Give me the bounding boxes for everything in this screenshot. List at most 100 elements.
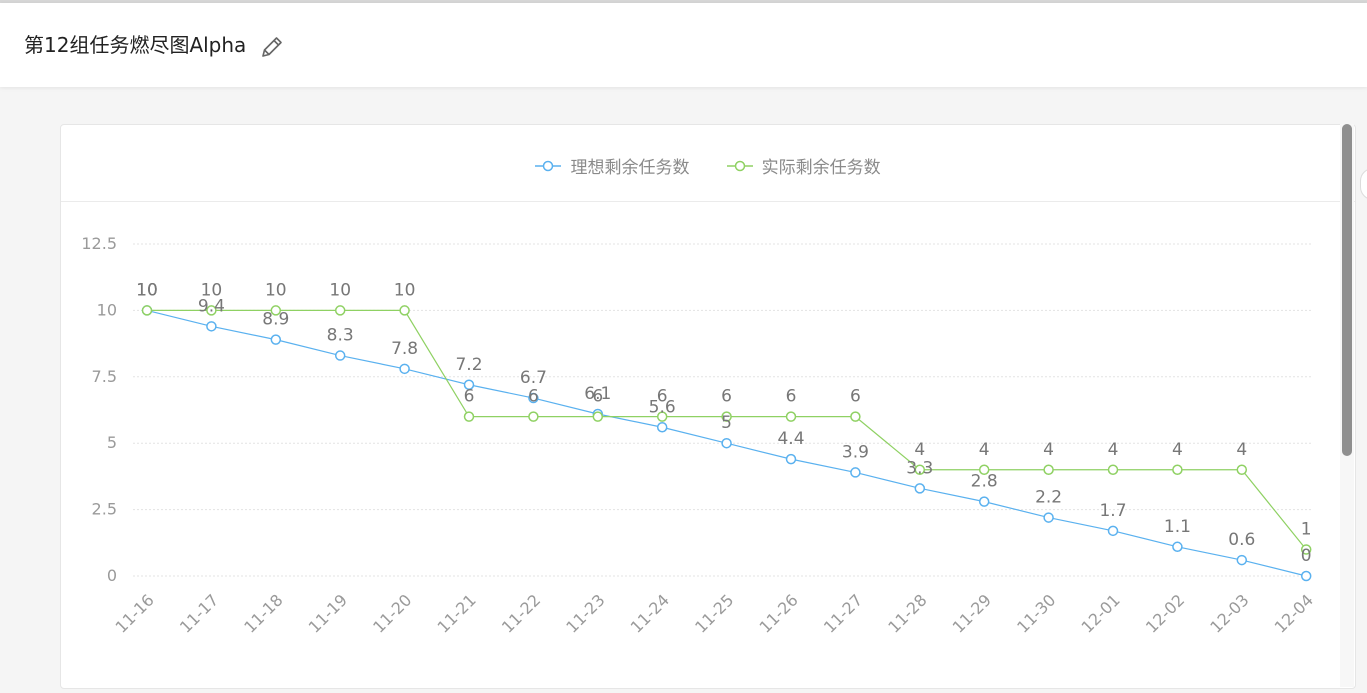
actual-data-label: 6 <box>657 387 668 407</box>
actual-data-point <box>1300 544 1312 555</box>
x-tick-label: 12-02 <box>1142 590 1188 636</box>
ideal-data-point <box>850 467 861 478</box>
ideal-data-label: 3.9 <box>842 442 869 462</box>
actual-data-label: 4 <box>914 440 925 460</box>
x-tick-label: 11-17 <box>176 590 222 636</box>
chart-card: 理想剩余任务数 实际剩余任务数 0 2.5 5 7.5 10 12.5 11-16 11-17… <box>60 124 1356 689</box>
x-tick-label: 12-01 <box>1078 590 1124 636</box>
ideal-data-point <box>785 453 797 465</box>
ideal-data-label: 10 <box>136 280 158 300</box>
actual-data-point <box>592 411 604 422</box>
x-tick-label: 11-18 <box>240 590 286 636</box>
x-tick-label: 11-22 <box>498 590 544 636</box>
actual-data-label: 6 <box>592 387 603 407</box>
actual-data-point <box>850 411 861 422</box>
chart-legend: 理想剩余任务数 实际剩余任务数 <box>61 153 1355 178</box>
actual-data-label: 6 <box>721 387 732 407</box>
ideal-data-label: 0 <box>1301 546 1312 566</box>
x-tick-label: 11-21 <box>434 590 480 636</box>
actual-data-label: 10 <box>394 280 416 300</box>
ideal-data-point <box>721 437 732 449</box>
actual-data-point <box>528 411 539 422</box>
y-tick-label: 7.5 <box>92 367 117 386</box>
actual-data-point <box>978 464 990 476</box>
ideal-data-label: 8.9 <box>262 310 289 330</box>
actual-data-point <box>914 464 926 476</box>
ideal-data-label: 1.1 <box>1164 517 1191 537</box>
top-border <box>0 0 1367 3</box>
ideal-data-point <box>463 379 475 391</box>
x-tick-label: 11-20 <box>369 590 415 636</box>
actual-data-point <box>1043 464 1054 476</box>
ideal-data-point <box>1043 512 1054 523</box>
scrollbar-thumb[interactable] <box>1342 124 1352 456</box>
ideal-data-label: 4.4 <box>777 429 804 449</box>
ideal-data-label: 5.6 <box>649 397 676 417</box>
ideal-data-label: 2.8 <box>971 472 998 492</box>
y-tick-label: 2.5 <box>92 500 117 519</box>
actual-data-label: 4 <box>1172 440 1183 460</box>
actual-data-label: 10 <box>265 280 287 300</box>
x-tick-label: 11-25 <box>691 590 737 636</box>
ideal-data-label: 1.7 <box>1099 501 1126 521</box>
y-tick-label: 12.5 <box>81 234 117 253</box>
actual-data-point <box>1107 464 1119 476</box>
ideal-data-label: 6.7 <box>520 368 547 388</box>
side-toggle-button[interactable] <box>1360 168 1367 200</box>
pencil-icon[interactable] <box>258 33 286 61</box>
ideal-data-label: 5 <box>721 413 732 433</box>
ideal-data-point <box>1107 525 1119 537</box>
actual-data-point <box>141 305 153 316</box>
y-tick-label: 0 <box>107 566 117 585</box>
x-tick-label: 11-26 <box>756 590 802 636</box>
actual-data-point <box>1172 464 1183 476</box>
x-tick-label: 11-30 <box>1013 590 1059 636</box>
actual-data-label: 10 <box>201 280 223 300</box>
ideal-data-point <box>1236 554 1248 566</box>
actual-data-label: 6 <box>528 387 539 407</box>
y-tick-label: 5 <box>107 433 117 452</box>
actual-data-label: 4 <box>1108 440 1119 460</box>
actual-data-label: 6 <box>464 387 475 407</box>
actual-data-label: 10 <box>136 280 158 300</box>
ideal-data-label: 3.3 <box>906 458 933 478</box>
actual-data-point <box>463 411 475 422</box>
ideal-data-label: 7.2 <box>455 355 482 375</box>
ideal-data-point <box>528 392 539 404</box>
x-tick-label: 11-19 <box>305 590 351 636</box>
page-title: 第12组任务燃尽图Alpha <box>24 33 247 57</box>
ideal-data-label: 6.1 <box>584 384 611 404</box>
x-tick-label: 11-24 <box>627 590 673 636</box>
y-tick-label: 10 <box>97 300 117 319</box>
page-header: 第12组任务燃尽图Alpha <box>0 3 1367 87</box>
x-tick-label: 11-16 <box>112 590 158 636</box>
legend-label-actual: 实际剩余任务数 <box>761 158 881 178</box>
ideal-data-point <box>1300 570 1312 582</box>
legend-label-ideal: 理想剩余任务数 <box>570 158 690 178</box>
actual-data-label: 4 <box>1236 440 1247 460</box>
x-tick-label: 11-29 <box>949 590 995 636</box>
actual-data-point <box>270 305 282 316</box>
actual-data-point <box>399 305 410 316</box>
ideal-data-label: 7.8 <box>391 339 418 359</box>
x-tick-label: 12-03 <box>1206 590 1252 636</box>
ideal-data-label: 0.6 <box>1228 530 1255 550</box>
ideal-data-point <box>334 350 346 361</box>
x-tick-label: 11-23 <box>562 590 608 636</box>
actual-data-label: 4 <box>1043 440 1054 460</box>
actual-data-label: 10 <box>329 280 351 300</box>
actual-data-label: 6 <box>850 387 861 407</box>
legend-line-circle-icon <box>726 160 753 171</box>
ideal-data-point <box>206 321 217 332</box>
burndown-line-chart: 0 2.5 5 7.5 10 12.5 11-16 11-17 11-18 11-19 11-20 1… <box>81 234 1317 637</box>
actual-data-point <box>785 411 797 422</box>
ideal-data-point <box>978 496 990 507</box>
ideal-data-point <box>270 334 282 345</box>
actual-data-point <box>721 411 732 422</box>
legend-item-actual[interactable]: 实际剩余任务数 <box>726 153 881 178</box>
ideal-data-label: 2.2 <box>1035 488 1062 508</box>
legend-line-circle-icon <box>535 160 562 171</box>
ideal-data-label: 8.3 <box>327 326 354 346</box>
legend-item-ideal[interactable]: 理想剩余任务数 <box>535 153 689 178</box>
actual-data-point <box>1236 464 1248 476</box>
